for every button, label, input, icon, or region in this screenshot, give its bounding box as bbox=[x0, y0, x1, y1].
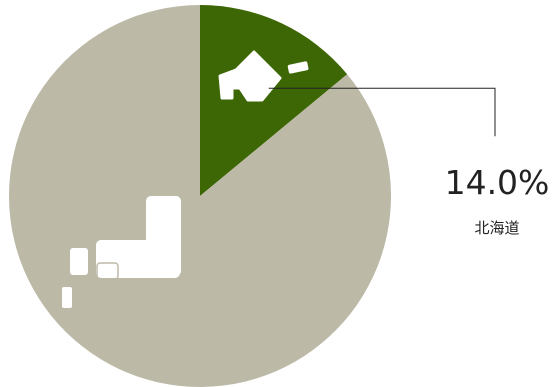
labels: 14.0% 北海道 bbox=[268, 87, 550, 237]
icons bbox=[62, 50, 309, 308]
slices bbox=[8, 5, 391, 387]
leader-line bbox=[268, 87, 496, 137]
japan-icon bbox=[70, 248, 88, 275]
japan-icon bbox=[96, 240, 180, 278]
pie-slice bbox=[200, 5, 348, 196]
pie-slice bbox=[8, 5, 391, 387]
category-label: 北海道 bbox=[474, 219, 519, 237]
japan-icon bbox=[96, 262, 119, 280]
value-label: 14.0% bbox=[445, 163, 550, 202]
hokkaido-icon bbox=[218, 50, 282, 102]
japan-icon bbox=[62, 287, 72, 308]
island-icon bbox=[287, 61, 309, 74]
